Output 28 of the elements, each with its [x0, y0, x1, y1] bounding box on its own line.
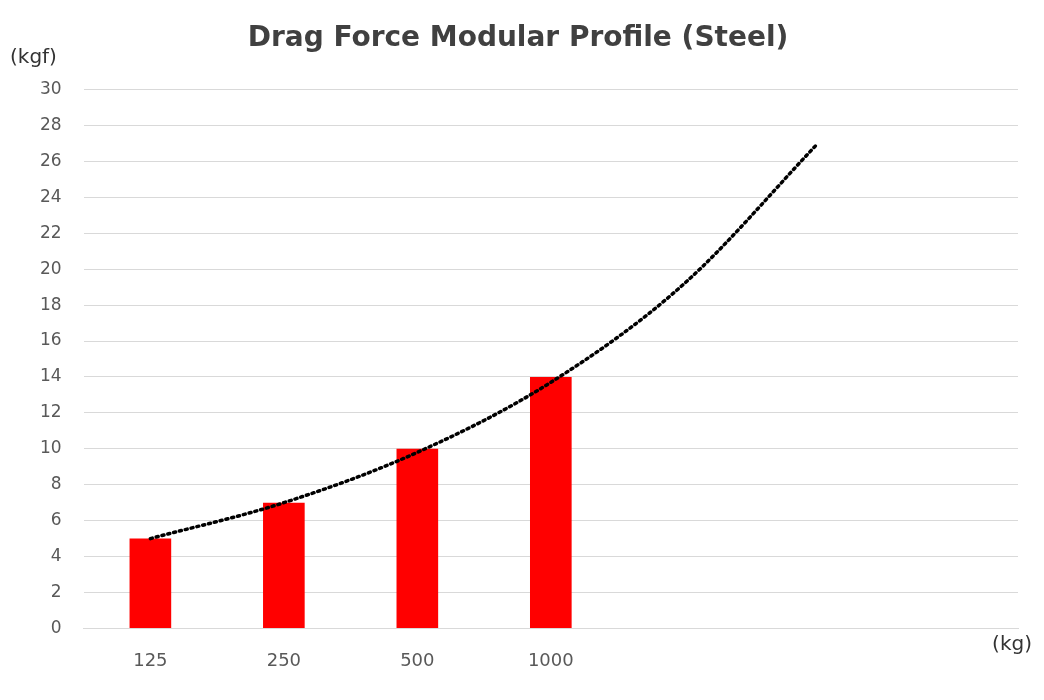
- y-tick-label: 18: [39, 293, 62, 314]
- y-tick-label: 24: [39, 185, 62, 206]
- y-tick-label: 4: [50, 544, 62, 565]
- y-tick-label: 8: [50, 473, 62, 494]
- bar: [129, 538, 172, 628]
- y-tick-label: 14: [39, 365, 62, 386]
- y-tick-label: 0: [50, 616, 62, 637]
- y-tick-label: 20: [39, 257, 62, 278]
- y-tick-label: 30: [39, 78, 62, 99]
- x-tick-label: 125: [133, 648, 168, 670]
- y-tick-label: 2: [50, 580, 62, 601]
- y-tick-label: 28: [39, 113, 62, 134]
- chart-title: Drag Force Modular Profile (Steel): [247, 20, 789, 54]
- y-axis-title: (kgf): [10, 43, 57, 68]
- line-series: [148, 141, 820, 541]
- x-tick-label: 500: [400, 648, 435, 670]
- x-tick-label: 1000: [527, 648, 574, 670]
- y-tick-label: 12: [39, 401, 62, 422]
- bar: [263, 502, 305, 628]
- x-axis-title: (kg): [992, 630, 1032, 655]
- y-tick-label: 22: [39, 221, 62, 242]
- bar: [529, 376, 572, 628]
- y-tick-label: 10: [39, 437, 62, 458]
- y-tick-label: 26: [39, 149, 62, 170]
- x-tick-label: 250: [266, 648, 302, 670]
- y-tick-label: 6: [50, 509, 62, 530]
- y-tick-label: 16: [39, 329, 62, 350]
- bar: [396, 448, 439, 628]
